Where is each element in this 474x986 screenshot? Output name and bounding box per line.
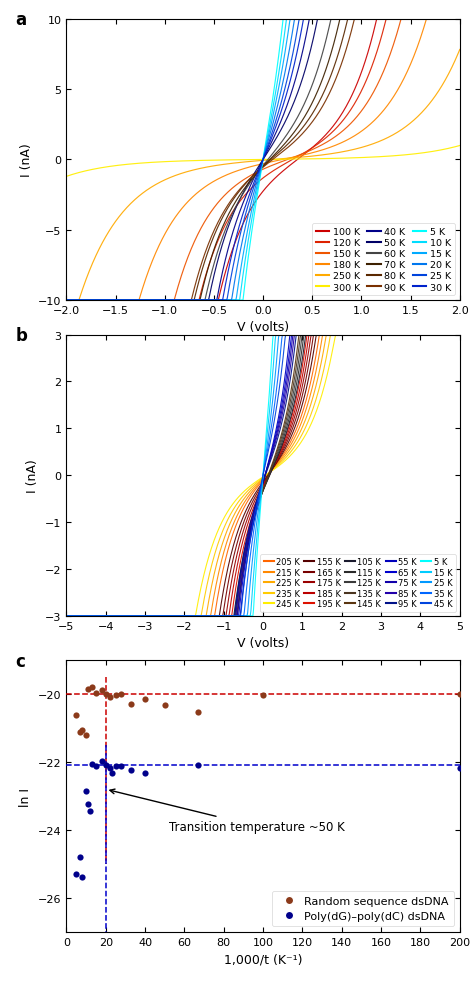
Point <box>82 783 90 799</box>
Point <box>84 797 92 812</box>
Point <box>456 760 464 776</box>
Point <box>92 758 100 774</box>
Point <box>86 804 94 819</box>
Text: c: c <box>15 653 25 670</box>
Point <box>78 870 86 885</box>
Text: Transition temperature ~50 K: Transition temperature ~50 K <box>110 789 345 833</box>
Point <box>118 758 125 774</box>
Point <box>98 753 106 769</box>
Point <box>141 765 149 781</box>
Point <box>141 691 149 707</box>
Point <box>161 697 168 713</box>
Point <box>112 687 119 703</box>
Point <box>76 849 84 865</box>
Point <box>84 681 92 697</box>
X-axis label: V (volts): V (volts) <box>237 321 289 334</box>
Legend: 100 K, 120 K, 150 K, 180 K, 250 K, 300 K, 40 K, 50 K, 60 K, 70 K, 80 K, 90 K, 5 : 100 K, 120 K, 150 K, 180 K, 250 K, 300 K… <box>312 224 455 296</box>
Point <box>73 867 80 882</box>
Point <box>82 728 90 743</box>
Y-axis label: ln I: ln I <box>19 787 32 806</box>
X-axis label: V (volts): V (volts) <box>237 637 289 650</box>
Point <box>102 686 109 702</box>
Point <box>108 765 115 781</box>
Point <box>456 686 464 702</box>
Point <box>194 704 202 720</box>
Point <box>112 758 119 774</box>
Point <box>88 756 96 772</box>
Point <box>98 682 106 698</box>
Point <box>102 757 109 773</box>
Y-axis label: I (nA): I (nA) <box>27 458 39 493</box>
Point <box>259 687 267 703</box>
Text: a: a <box>15 11 27 30</box>
Y-axis label: I (nA): I (nA) <box>19 143 33 177</box>
Point <box>106 689 113 705</box>
Point <box>106 760 113 776</box>
Point <box>76 724 84 740</box>
Legend: 205 K, 215 K, 225 K, 235 K, 245 K, 155 K, 165 K, 175 K, 185 K, 195 K, 105 K, 115: 205 K, 215 K, 225 K, 235 K, 245 K, 155 K… <box>260 554 456 612</box>
Point <box>92 685 100 701</box>
Legend: Random sequence dsDNA, Poly(dG)–poly(dC) dsDNA: Random sequence dsDNA, Poly(dG)–poly(dC)… <box>272 890 454 926</box>
Point <box>118 686 125 702</box>
Point <box>194 757 202 773</box>
Text: b: b <box>15 326 27 345</box>
Point <box>73 707 80 723</box>
Point <box>128 696 135 712</box>
Point <box>78 722 86 738</box>
Point <box>128 762 135 778</box>
Point <box>88 679 96 695</box>
X-axis label: 1,000/t (K⁻¹): 1,000/t (K⁻¹) <box>224 952 302 965</box>
